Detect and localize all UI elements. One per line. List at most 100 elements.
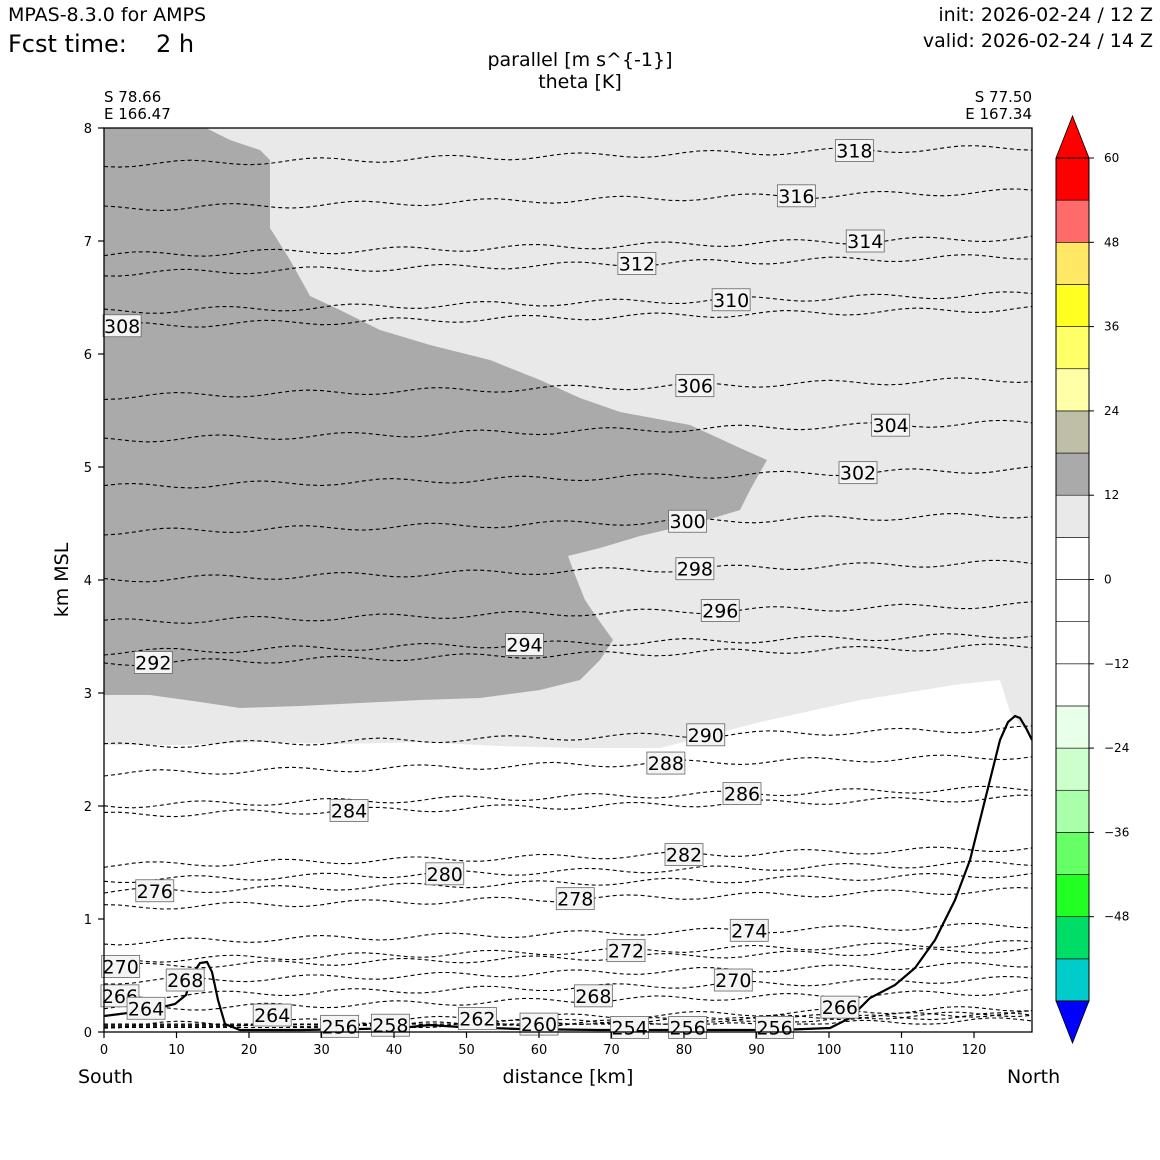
terrain-profile-line (104, 714, 1032, 1032)
colorbar-tick-label: 60 (1104, 151, 1119, 165)
theta-label: 270 (715, 970, 751, 992)
isentrope-282 (104, 846, 1032, 868)
theta-label-box (845, 229, 885, 253)
theta-label-box (664, 843, 704, 866)
isentrope-276 (104, 872, 1032, 894)
wind-shading-layer (104, 128, 1032, 1032)
theta-label-layer: 318 316 314 312 310 308 306 304 302 300 298 296 294 2… (100, 139, 911, 1039)
theta-label-box (834, 139, 874, 163)
x-tick-label: 90 (748, 1043, 765, 1058)
theta-label: 282 (666, 845, 702, 867)
theta-label: 256 (756, 1017, 792, 1039)
theta-label-box (700, 599, 740, 622)
x-tick-label: 30 (313, 1043, 330, 1058)
x-tick-label: 80 (676, 1043, 693, 1058)
y-tick-label: 1 (84, 913, 92, 928)
isentrope-266 (104, 975, 1032, 999)
isentrope-310 (104, 291, 1032, 314)
theta-label: 294 (506, 634, 542, 656)
isentrope-294 (104, 633, 1032, 656)
y-tick-label: 7 (84, 235, 92, 250)
theta-label-box (668, 1016, 708, 1039)
theta-label: 270 (103, 956, 139, 978)
y-tick-label: 4 (84, 574, 92, 589)
theta-label: 268 (575, 986, 611, 1008)
theta-label-box (101, 955, 141, 978)
theta-label: 262 (459, 1008, 495, 1030)
isentrope-296 (104, 601, 1032, 624)
colorbar: 60 48 36 24 12 0 −12 −24 −36 −48 (1055, 114, 1129, 1045)
theta-label: 310 (713, 290, 749, 312)
theta-label: 314 (847, 231, 883, 253)
isentrope-280 (104, 860, 1032, 883)
theta-label: 264 (128, 998, 164, 1020)
theta-label-box (617, 252, 657, 276)
colorbar-tick-label: 48 (1104, 235, 1119, 249)
colorbar-segment (1055, 452, 1090, 496)
left-latitude: S 78.66 (104, 88, 162, 106)
forecast-time-label: Fcst time: (8, 30, 127, 58)
theta-label-box (165, 968, 205, 992)
theta-label-box (776, 184, 816, 208)
theta-label: 276 (137, 881, 173, 903)
right-latitude: S 77.50 (974, 88, 1032, 106)
colorbar-tick-label: −48 (1104, 910, 1129, 924)
theta-label: 292 (135, 652, 171, 674)
theta-label-box (102, 314, 142, 338)
theta-label-box (686, 723, 726, 747)
x-tick-label: 0 (100, 1043, 108, 1058)
theta-label: 260 (521, 1014, 557, 1036)
y-tick-label: 0 (84, 1026, 92, 1041)
theta-label-box (133, 651, 173, 674)
isentrope-284 (104, 794, 1032, 818)
isentrope-274 (104, 922, 1032, 946)
theta-label: 288 (648, 753, 684, 775)
y-tick-label: 6 (84, 348, 92, 363)
colorbar-segment (1055, 832, 1090, 875)
theta-label-box (573, 984, 613, 1008)
isentrope-308 (104, 305, 1032, 328)
x-tick-label: 100 (817, 1043, 842, 1058)
x-tick-label: 120 (962, 1043, 987, 1058)
theta-label: 266 (822, 997, 858, 1019)
theta-label-box (606, 939, 646, 963)
colorbar-segment (1055, 874, 1090, 917)
colorbar-segment (1055, 242, 1090, 285)
theta-label-box (505, 633, 544, 656)
isentrope-302 (104, 466, 1032, 489)
x-tick-label: 40 (386, 1043, 403, 1058)
colorbar-min-extend (1055, 1000, 1090, 1045)
theta-label: 254 (611, 1017, 647, 1039)
theta-label: 256 (669, 1017, 705, 1039)
colorbar-segment (1055, 916, 1090, 960)
theta-label-box (370, 1013, 410, 1037)
colorbar-segment (1055, 537, 1090, 580)
chart-title: parallel [m s^{-1}] (487, 49, 673, 71)
x-tick-label: 50 (458, 1043, 475, 1058)
y-tick-label: 8 (84, 122, 92, 137)
theta-label: 258 (372, 1015, 408, 1037)
colorbar-segment (1055, 410, 1090, 454)
isentrope-312 (104, 254, 1032, 277)
colorbar-segment (1055, 789, 1090, 833)
y-tick-label: 5 (84, 461, 92, 476)
right-longitude: E 167.34 (965, 105, 1032, 123)
isentrope-264 (104, 988, 1032, 1011)
theta-label: 300 (669, 511, 705, 533)
theta-label: 280 (427, 864, 463, 886)
theta-label: 264 (254, 1005, 290, 1027)
colorbar-segment (1055, 199, 1090, 243)
colorbar-segment (1055, 958, 1090, 1002)
theta-label-box (646, 751, 686, 775)
theta-label-box (329, 799, 369, 822)
colorbar-max-extend (1055, 114, 1090, 159)
x-axis-label: distance [km] (503, 1066, 634, 1088)
isentrope-270 (104, 947, 1032, 969)
forecast-time-value: 2 h (156, 30, 195, 58)
chart-subtitle: theta [K] (538, 71, 622, 93)
x-tick-label: 60 (531, 1043, 548, 1058)
theta-label-box (252, 1003, 292, 1027)
x-tick-label: 110 (889, 1043, 914, 1058)
colorbar-tick-label: 0 (1104, 573, 1112, 587)
